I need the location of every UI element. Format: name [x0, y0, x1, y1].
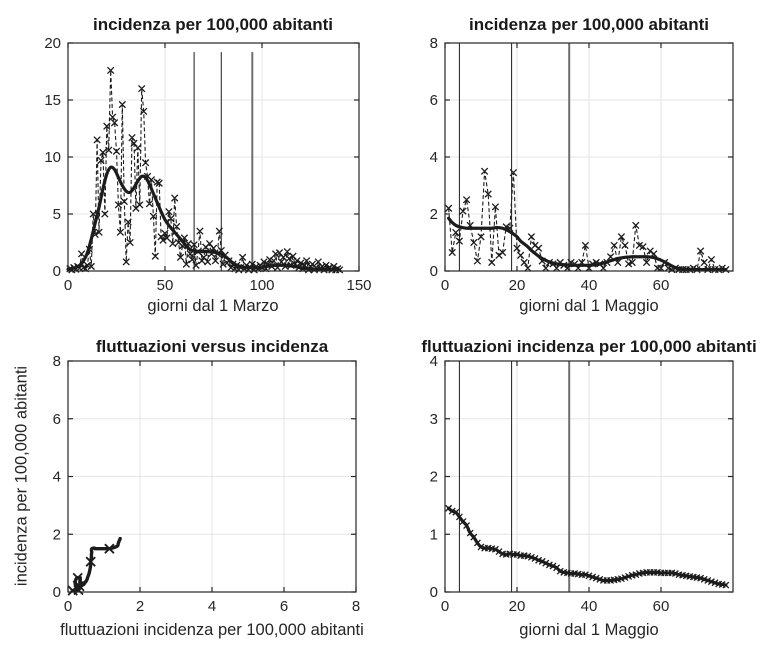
tick-marks [444, 42, 733, 272]
y-tick-label: 10 [44, 149, 61, 166]
grid [445, 42, 733, 271]
event-lines [193, 52, 254, 271]
x-axis-label: giorni dal 1 Maggio [519, 297, 659, 315]
subplot-incidenza-maggio: 0 20 40 60 0 2 4 6 8 incidenza per 100,000 abita… [392, 0, 784, 329]
x-tick-label: 4 [208, 598, 216, 615]
x-tick-label: 0 [64, 598, 72, 615]
y-tick-label: 4 [53, 469, 61, 486]
y-tick-label: 8 [430, 35, 438, 52]
x-tick-label: 0 [441, 598, 449, 615]
data-line-solid [70, 536, 122, 593]
x-tick-label: 6 [280, 598, 288, 615]
grid [68, 42, 360, 271]
y-tick-label: 15 [44, 92, 61, 109]
plot-title: incidenza per 100,000 abitanti [469, 15, 709, 34]
plot-title: fluttuazioni incidenza per 100,000 abita… [421, 337, 757, 356]
x-tick-label: 100 [249, 277, 274, 294]
series-incidenza-giornaliera [444, 167, 730, 274]
y-tick-label: 0 [53, 263, 61, 280]
x-tick-label: 8 [352, 598, 360, 615]
y-tick-label: 6 [53, 411, 61, 428]
series-incidenza-smussata [66, 165, 342, 272]
tick-marks [67, 42, 360, 272]
plot-area-fluttuazioni-maggio: 0 20 40 60 0 1 2 3 4 [430, 353, 734, 615]
tick-marks [444, 360, 733, 593]
x-markers [67, 543, 115, 596]
x-tick-label: 20 [509, 277, 526, 294]
x-tick-label: 150 [346, 277, 371, 294]
x-tick-label: 60 [653, 277, 670, 294]
series-fluttuazioni-smussate [445, 504, 730, 589]
x-tick-label: 0 [441, 277, 449, 294]
data-line-dashed [448, 171, 727, 271]
y-axis-label: incidenza per 100,000 abitanti [12, 365, 31, 587]
y-tick-label: 2 [430, 206, 438, 223]
tick-marks [67, 360, 357, 593]
data-line-solid [66, 165, 342, 272]
x-axis-label: giorni dal 1 Maggio [519, 621, 659, 639]
y-tick-label: 5 [53, 206, 61, 223]
subplot-incidenza-marzo: 0 50 100 150 0 5 10 15 20 incidenza per 100,000 … [0, 0, 392, 329]
tick-labels: 0 50 100 150 0 5 10 15 20 [44, 35, 371, 294]
x-tick-label: 40 [581, 277, 598, 294]
y-tick-label: 1 [430, 526, 438, 543]
y-tick-label: 0 [430, 263, 438, 280]
tick-labels: 0 2 4 6 8 0 2 4 6 8 [53, 353, 361, 615]
series-incidenza-smussata [447, 216, 728, 272]
grid [445, 360, 733, 592]
y-tick-label: 20 [44, 35, 61, 52]
plot-area-incidenza-maggio: 0 20 40 60 0 2 4 6 8 [430, 35, 734, 294]
y-tick-label: 6 [430, 92, 438, 109]
y-tick-label: 3 [430, 411, 438, 428]
y-tick-label: 2 [53, 526, 61, 543]
data-line-solid [447, 216, 728, 272]
subplot-fluttuazioni-maggio: 0 20 40 60 0 1 2 3 4 fluttuazioni incidenza per … [392, 329, 784, 658]
y-tick-label: 8 [53, 353, 61, 370]
subplot-fluttuazioni-versus-incidenza: 0 2 4 6 8 0 2 4 6 8 fluttuazioni versus incidenza… [0, 329, 392, 658]
x-tick-label: 40 [581, 598, 598, 615]
y-tick-label: 4 [430, 353, 438, 370]
y-tick-label: 4 [430, 149, 438, 166]
x-tick-label: 0 [64, 277, 72, 294]
y-tick-label: 0 [430, 584, 438, 601]
grid [68, 360, 357, 592]
x-tick-label: 50 [157, 277, 174, 294]
x-tick-label: 20 [509, 598, 526, 615]
plot-title: incidenza per 100,000 abitanti [93, 15, 333, 34]
plot-title: fluttuazioni versus incidenza [95, 337, 329, 356]
x-markers [445, 504, 730, 589]
tick-labels: 0 20 40 60 0 2 4 6 8 [430, 35, 670, 294]
tick-labels: 0 20 40 60 0 1 2 3 4 [430, 353, 670, 615]
y-tick-label: 2 [430, 469, 438, 486]
x-tick-label: 60 [653, 598, 670, 615]
x-axis-label: fluttuazioni incidenza per 100,000 abita… [60, 621, 364, 639]
plot-area-fluttuazioni-versus-incidenza: 0 2 4 6 8 0 2 4 6 8 [53, 353, 361, 615]
plot-area-incidenza-marzo: 0 50 100 150 0 5 10 15 20 [44, 35, 371, 294]
y-tick-label: 0 [53, 584, 61, 601]
x-tick-label: 2 [136, 598, 144, 615]
x-axis-label: giorni dal 1 Marzo [147, 297, 279, 315]
series-fluttuazioni-smussate-vs-incidenza-smussata [67, 536, 122, 596]
